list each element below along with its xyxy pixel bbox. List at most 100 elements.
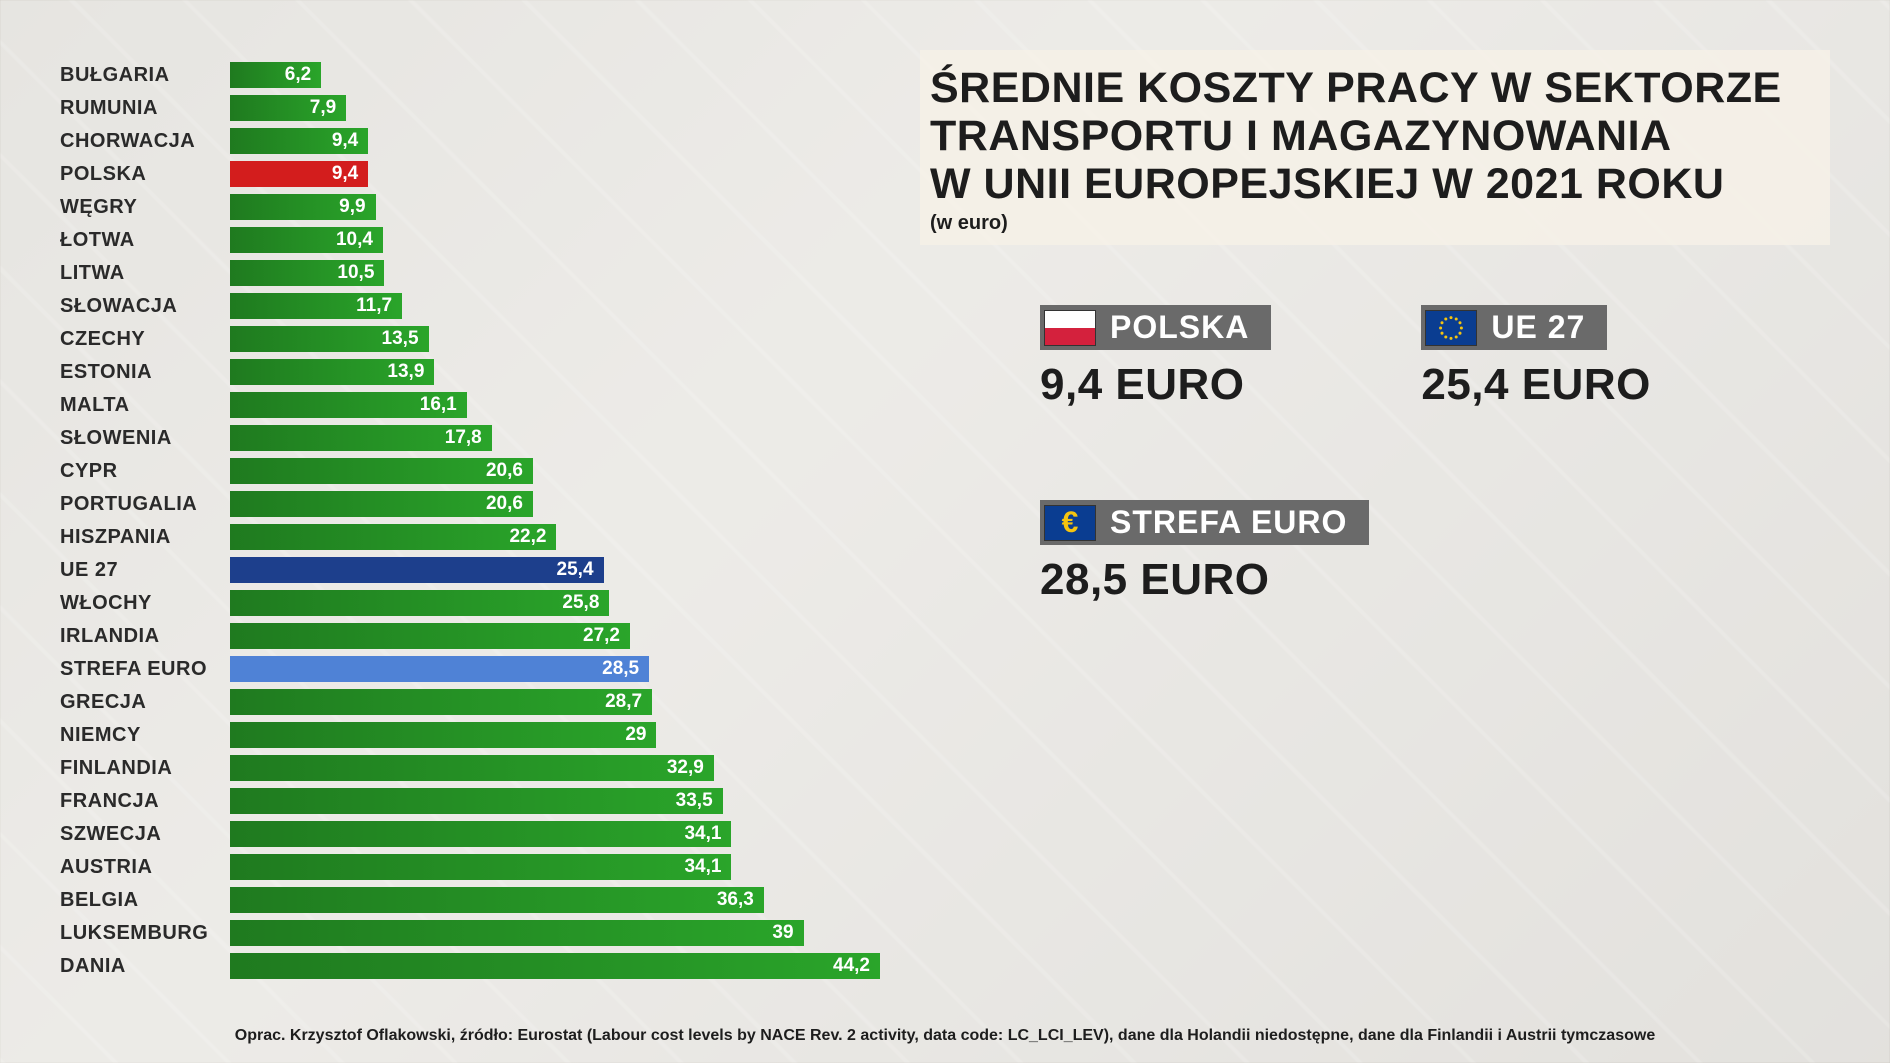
source-citation: Oprac. Krzysztof Oflakowski, źródło: Eur…	[0, 1027, 1890, 1045]
bar-track: 17,8	[230, 425, 880, 451]
chart-row-label: HISZPANIA	[60, 526, 230, 549]
bar: 25,8	[230, 590, 609, 616]
content-root: BUŁGARIA6,2RUMUNIA7,9CHORWACJA9,4POLSKA9…	[0, 0, 1890, 1063]
bar: 28,5	[230, 656, 649, 682]
chart-row: SZWECJA34,1	[60, 819, 880, 849]
highlight-badge: POLSKA	[1040, 305, 1271, 350]
highlight-cards: POLSKA 9,4 EURO UE 27 25,4 EURO €STREFA EURO…	[920, 305, 1830, 605]
chart-row: LITWA10,5	[60, 258, 880, 288]
chart-row-label: CZECHY	[60, 328, 230, 351]
right-column: ŚREDNIE KOSZTY PRACY W SEKTORZE TRANSPOR…	[880, 60, 1830, 1023]
chart-row-label: FRANCJA	[60, 790, 230, 813]
chart-row: ESTONIA13,9	[60, 357, 880, 387]
chart-row-label: FINLANDIA	[60, 757, 230, 780]
bar: 25,4	[230, 557, 604, 583]
bar: 36,3	[230, 887, 764, 913]
chart-row-label: CYPR	[60, 460, 230, 483]
chart-row: POLSKA9,4	[60, 159, 880, 189]
chart-row-label: STREFA EURO	[60, 658, 230, 681]
chart-row-label: MALTA	[60, 394, 230, 417]
chart-row-label: SŁOWACJA	[60, 295, 230, 318]
bar-track: 32,9	[230, 755, 880, 781]
bar-track: 9,9	[230, 194, 880, 220]
bar: 10,5	[230, 260, 384, 286]
bar-track: 29	[230, 722, 880, 748]
highlight-badge: UE 27	[1421, 305, 1607, 350]
highlight-card: POLSKA 9,4 EURO	[1040, 305, 1271, 410]
bar: 34,1	[230, 854, 731, 880]
chart-row: CZECHY13,5	[60, 324, 880, 354]
bar-track: 10,4	[230, 227, 880, 253]
highlight-badge-label: STREFA EURO	[1110, 504, 1347, 541]
chart-row: DANIA44,2	[60, 951, 880, 981]
chart-row: NIEMCY29	[60, 720, 880, 750]
chart-row: CYPR20,6	[60, 456, 880, 486]
bar: 9,4	[230, 128, 368, 154]
highlight-value: 25,4 EURO	[1421, 360, 1650, 410]
title-line: W UNII EUROPEJSKIEJ W 2021 ROKU	[930, 160, 1820, 208]
bar-track: 20,6	[230, 458, 880, 484]
chart-row-label: AUSTRIA	[60, 856, 230, 879]
bar-chart: BUŁGARIA6,2RUMUNIA7,9CHORWACJA9,4POLSKA9…	[60, 60, 880, 1023]
highlight-value: 9,4 EURO	[1040, 360, 1271, 410]
chart-row-label: ESTONIA	[60, 361, 230, 384]
chart-row-label: WŁOCHY	[60, 592, 230, 615]
bar: 32,9	[230, 755, 714, 781]
bar: 11,7	[230, 293, 402, 319]
chart-row-label: SZWECJA	[60, 823, 230, 846]
bar-track: 27,2	[230, 623, 880, 649]
bar: 33,5	[230, 788, 723, 814]
chart-row: CHORWACJA9,4	[60, 126, 880, 156]
bar: 29	[230, 722, 656, 748]
bar-track: 25,8	[230, 590, 880, 616]
bar: 10,4	[230, 227, 383, 253]
bar: 39	[230, 920, 804, 946]
bar: 9,4	[230, 161, 368, 187]
bar-track: 44,2	[230, 953, 880, 979]
chart-row: SŁOWACJA11,7	[60, 291, 880, 321]
chart-row-label: BELGIA	[60, 889, 230, 912]
poland-flag-icon	[1044, 310, 1096, 346]
chart-row: MALTA16,1	[60, 390, 880, 420]
bar: 34,1	[230, 821, 731, 847]
bar-track: 36,3	[230, 887, 880, 913]
bar-track: 34,1	[230, 821, 880, 847]
chart-row-label: LITWA	[60, 262, 230, 285]
chart-row-label: LUKSEMBURG	[60, 922, 230, 945]
chart-row-label: POLSKA	[60, 163, 230, 186]
bar-track: 25,4	[230, 557, 880, 583]
chart-row: FINLANDIA32,9	[60, 753, 880, 783]
highlight-card: UE 27 25,4 EURO	[1421, 305, 1650, 410]
chart-row: ŁOTWA10,4	[60, 225, 880, 255]
bar-track: 20,6	[230, 491, 880, 517]
bar-track: 33,5	[230, 788, 880, 814]
chart-row: UE 2725,4	[60, 555, 880, 585]
bar: 13,5	[230, 326, 429, 352]
bar-track: 10,5	[230, 260, 880, 286]
chart-row: BELGIA36,3	[60, 885, 880, 915]
bar: 13,9	[230, 359, 434, 385]
eu-flag-icon	[1425, 310, 1477, 346]
bar-track: 39	[230, 920, 880, 946]
chart-row-label: NIEMCY	[60, 724, 230, 747]
chart-row-label: PORTUGALIA	[60, 493, 230, 516]
bar: 20,6	[230, 458, 533, 484]
chart-row: LUKSEMBURG39	[60, 918, 880, 948]
bar-track: 28,5	[230, 656, 880, 682]
bar-track: 22,2	[230, 524, 880, 550]
chart-row-label: CHORWACJA	[60, 130, 230, 153]
highlight-card: €STREFA EURO28,5 EURO	[1040, 500, 1369, 605]
chart-row: AUSTRIA34,1	[60, 852, 880, 882]
chart-row: IRLANDIA27,2	[60, 621, 880, 651]
chart-row: WŁOCHY25,8	[60, 588, 880, 618]
bar: 16,1	[230, 392, 467, 418]
bar-track: 6,2	[230, 62, 880, 88]
title-block: ŚREDNIE KOSZTY PRACY W SEKTORZE TRANSPOR…	[920, 50, 1830, 245]
bar-track: 9,4	[230, 161, 880, 187]
chart-row-label: RUMUNIA	[60, 97, 230, 120]
title-unit: (w euro)	[930, 212, 1820, 235]
bar: 44,2	[230, 953, 880, 979]
bar: 20,6	[230, 491, 533, 517]
chart-row-label: DANIA	[60, 955, 230, 978]
chart-row: WĘGRY9,9	[60, 192, 880, 222]
